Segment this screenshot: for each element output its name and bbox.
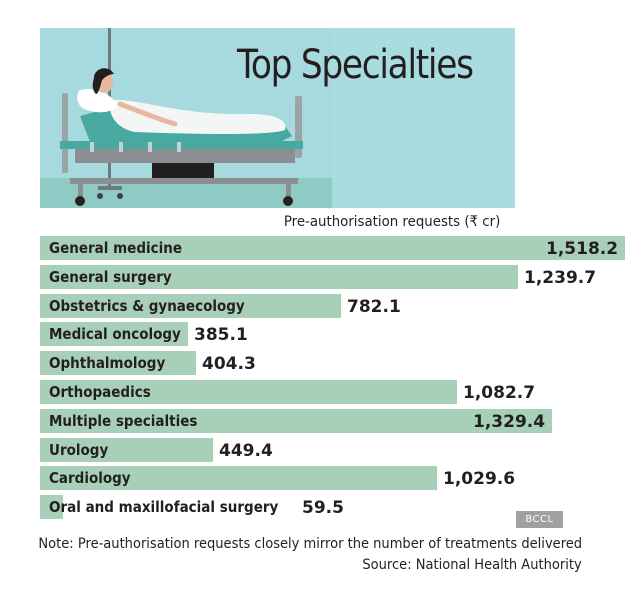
- value-label: 1,029.6: [443, 469, 516, 490]
- value-label: 1,329.4: [473, 411, 546, 432]
- value-label: 1,082.7: [463, 383, 536, 403]
- chart-title: Top Specialties: [237, 42, 474, 88]
- bar: [40, 264, 518, 289]
- value-label: 449.4: [219, 440, 273, 461]
- bar: [40, 236, 625, 260]
- category-label: Obstetrics & gynaecology: [49, 296, 245, 315]
- bar: [40, 351, 196, 376]
- category-label: Ophthalmology: [49, 354, 166, 373]
- bar: [40, 380, 457, 404]
- category-label: Orthopaedics: [49, 383, 151, 401]
- category-label: General surgery: [49, 267, 172, 286]
- value-label: 782.1: [347, 296, 401, 317]
- bar: [40, 495, 63, 520]
- value-label: 404.3: [202, 354, 256, 375]
- category-label: Urology: [49, 440, 109, 459]
- chart-note: Note: Pre-authorisation requests closely…: [38, 536, 582, 552]
- category-label: General medicine: [49, 239, 183, 257]
- value-label: 1,239.7: [524, 267, 597, 288]
- value-label: 59.5: [302, 498, 344, 519]
- bar: [40, 408, 552, 433]
- header-illustration-panel: [40, 28, 515, 208]
- watermark-badge: BCCL: [516, 511, 563, 528]
- category-label: Oral and maxillofacial surgery: [49, 498, 279, 517]
- category-label: Cardiology: [49, 469, 131, 488]
- unit-label: Pre-authorisation requests (₹ cr): [283, 214, 500, 230]
- value-label: 385.1: [194, 325, 248, 346]
- category-label: Multiple specialties: [49, 411, 198, 430]
- value-label: 1,518.2: [546, 239, 619, 259]
- bar: [40, 437, 213, 462]
- bar: [40, 322, 188, 347]
- hospital-bed-illustration: [40, 28, 515, 208]
- bar: [40, 466, 437, 491]
- bar: [40, 293, 341, 318]
- category-label: Medical oncology: [49, 325, 181, 344]
- chart-source: Source: National Health Authority: [362, 557, 582, 573]
